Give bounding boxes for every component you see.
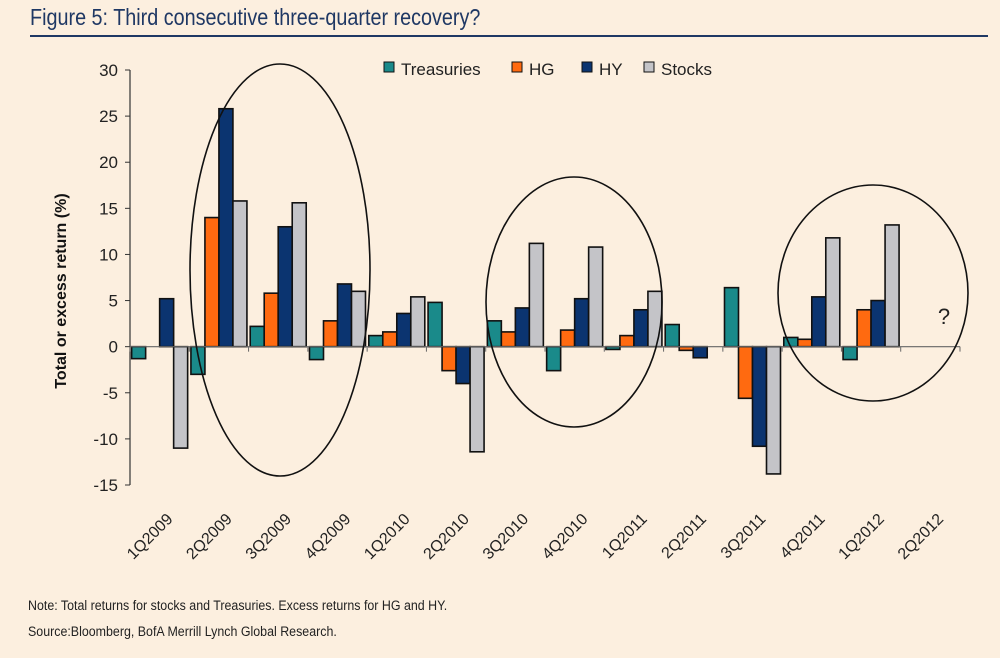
bar-treasuries-2Q2011 <box>664 323 681 348</box>
bar-treasuries-1Q2012 <box>842 345 858 361</box>
legend: Treasuries HG HY Stocks <box>383 60 712 79</box>
bar-hy-1Q2011 <box>633 308 649 348</box>
ellipse-recovery-2010 <box>485 176 663 428</box>
bar-hg-1Q2011 <box>619 334 635 348</box>
x-tick-label: 2Q2012 <box>895 511 947 563</box>
bar-stocks-1Q2012 <box>884 224 900 348</box>
y-tick-label: 0 <box>109 338 118 357</box>
x-tick-label: 4Q2009 <box>302 511 354 563</box>
bar-stocks-1Q2009 <box>172 345 189 449</box>
bar-treasuries-3Q2011 <box>723 286 740 348</box>
annotations: ? <box>189 63 969 477</box>
bar-stocks-4Q2009 <box>350 290 367 348</box>
title-underline <box>30 35 988 37</box>
x-tick-label: 3Q2011 <box>718 511 770 563</box>
bar-treasuries-4Q2010 <box>545 345 562 372</box>
bar-hy-2Q2011 <box>692 345 709 359</box>
y-tick-label: -5 <box>103 384 118 403</box>
question-mark-annotation: ? <box>938 304 950 329</box>
bar-hy-4Q2009 <box>336 283 353 348</box>
bar-treasuries-1Q2010 <box>367 334 384 348</box>
x-tick-label: 2Q2009 <box>183 511 235 563</box>
y-axis: 30 25 20 15 10 5 0 -5 -10 -15 <box>93 61 131 495</box>
bar-hg-4Q2009 <box>322 320 339 348</box>
legend-label-stocks: Stocks <box>661 60 712 79</box>
bar-treasuries-4Q2011 <box>782 336 799 348</box>
bar-stocks-2Q2009 <box>232 200 248 348</box>
x-tick-label: 1Q2011 <box>599 511 651 563</box>
bar-hy-2Q2010 <box>455 345 471 385</box>
bar-hg-3Q2010 <box>500 331 517 348</box>
bar-hy-2Q2009 <box>218 107 234 348</box>
bar-stocks-3Q2009 <box>291 202 308 348</box>
y-tick-label: 15 <box>99 199 118 218</box>
bar-stocks-1Q2011 <box>647 290 663 348</box>
x-axis: 1Q2009 2Q2009 3Q2009 4Q2009 1Q2010 2Q2010 3Q20… <box>124 346 961 563</box>
bar-hy-1Q2012 <box>870 299 886 348</box>
bar-hy-3Q2011 <box>751 345 768 448</box>
bar-hy-4Q2011 <box>810 296 827 348</box>
y-tick-label: 10 <box>99 245 118 264</box>
bar-treasuries-1Q2009 <box>130 345 147 360</box>
bar-hg-3Q2009 <box>263 292 280 348</box>
source-note: Source:Bloomberg, BofA Merrill Lynch Glo… <box>28 624 337 639</box>
ellipse-recovery-2009 <box>189 63 371 477</box>
footnote: Note: Total returns for stocks and Treas… <box>28 598 448 613</box>
legend-swatch-hy <box>581 61 593 73</box>
bar-treasuries-4Q2009 <box>308 345 325 361</box>
x-tick-label: 4Q2011 <box>777 511 829 563</box>
bar-hg-1Q2010 <box>381 331 398 348</box>
bar-treasuries-2Q2010 <box>427 301 443 348</box>
legend-label-treasuries: Treasuries <box>401 60 481 79</box>
x-tick-label: 2Q2010 <box>421 511 473 563</box>
bar-hg-4Q2010 <box>559 329 576 348</box>
figure-title: Figure 5: Third consecutive three-quarte… <box>30 4 481 30</box>
x-tick-label: 2Q2011 <box>659 511 711 563</box>
x-tick-label: 3Q2010 <box>480 511 532 563</box>
bar-stocks-2Q2010 <box>469 345 485 453</box>
legend-swatch-stocks <box>643 61 655 73</box>
bar-hy-1Q2009 <box>158 297 175 348</box>
bar-stocks-1Q2010 <box>409 296 426 348</box>
x-tick-label: 4Q2010 <box>539 511 591 563</box>
y-tick-label: 25 <box>99 107 118 126</box>
x-tick-label: 1Q2010 <box>361 511 413 563</box>
y-tick-label: 30 <box>99 61 118 80</box>
bar-hy-1Q2010 <box>395 312 412 348</box>
legend-swatch-hg <box>511 61 523 73</box>
bar-stocks-4Q2010 <box>587 246 604 348</box>
bar-hy-3Q2009 <box>277 225 294 348</box>
bar-hg-3Q2011 <box>737 345 754 400</box>
bar-treasuries-3Q2009 <box>249 325 266 348</box>
ellipse-recovery-2012 <box>777 184 969 402</box>
y-tick-label: 5 <box>109 292 118 311</box>
x-tick-label: 3Q2009 <box>243 511 295 563</box>
bar-hg-2Q2010 <box>441 345 457 372</box>
x-tick-label: 1Q2009 <box>124 511 176 563</box>
y-tick-label: 20 <box>99 153 118 172</box>
y-axis-label: Total or excess return (%) <box>53 193 70 388</box>
bar-hg-1Q2012 <box>856 308 872 348</box>
y-tick-label: -10 <box>93 430 118 449</box>
legend-label-hy: HY <box>599 60 623 79</box>
bar-stocks-4Q2011 <box>824 237 841 348</box>
legend-label-hg: HG <box>529 60 555 79</box>
bars <box>130 107 900 475</box>
legend-swatch-treasuries <box>383 61 395 73</box>
x-tick-label: 1Q2012 <box>836 511 888 563</box>
bar-hy-3Q2010 <box>514 307 531 348</box>
bar-stocks-3Q2011 <box>765 345 782 475</box>
y-tick-label: -15 <box>93 476 118 495</box>
bar-hg-2Q2009 <box>204 216 220 348</box>
bar-hy-4Q2010 <box>573 297 590 348</box>
bar-hg-4Q2011 <box>796 338 813 348</box>
bar-stocks-3Q2010 <box>528 242 545 348</box>
